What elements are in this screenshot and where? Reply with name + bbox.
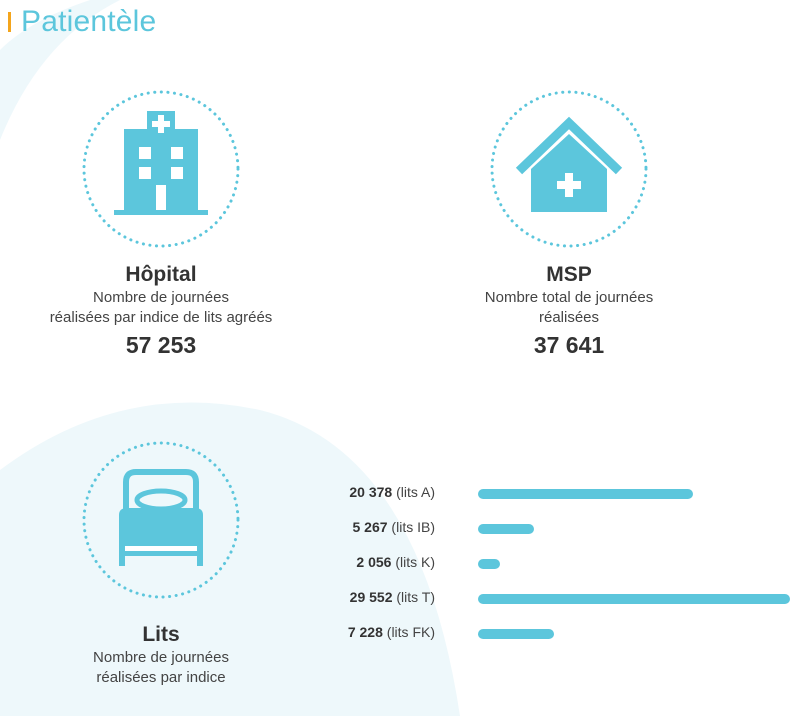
bar-value-label: 2 056 (lits K) (255, 554, 435, 570)
bar (478, 489, 694, 499)
bar-row: 2 056 (lits K) (290, 548, 790, 583)
bar-track (478, 524, 790, 534)
page-title: Patientèle (21, 5, 157, 38)
beds-desc-line1: Nombre de journées (93, 649, 229, 666)
hospital-info: Hôpital Nombre de journées réalisées par… (21, 262, 301, 360)
bar-category: (lits K) (391, 554, 435, 570)
bar-row: 29 552 (lits T) (290, 583, 790, 618)
hospital-badge (81, 89, 241, 249)
msp-desc-line2: réalisées (538, 309, 600, 326)
msp-badge (489, 89, 649, 249)
beds-title: Lits (142, 623, 180, 646)
hospital-value: 57 253 (125, 332, 197, 358)
msp-value: 37 641 (533, 332, 605, 358)
header-accent-bar (8, 12, 11, 32)
msp-title: MSP (546, 263, 592, 286)
msp-desc-line1: Nombre total de journées (484, 289, 654, 306)
bar (478, 524, 534, 534)
house-medical-icon (490, 90, 648, 248)
bar-value: 5 267 (352, 519, 388, 535)
bar-row: 5 267 (lits IB) (290, 513, 790, 548)
bar-track (478, 594, 790, 604)
bar (478, 629, 555, 639)
bar-value: 2 056 (356, 554, 392, 570)
bar-value-label: 20 378 (lits A) (255, 484, 435, 500)
beds-info: Lits Nombre de journées réalisées par in… (21, 622, 301, 688)
bar-value: 20 378 (349, 484, 393, 500)
bar-track (478, 489, 790, 499)
beds-bar-chart: 20 378 (lits A) 5 267 (lits IB) 2 056 (lit… (290, 478, 790, 658)
bar-track (478, 629, 790, 639)
hospital-icon (82, 90, 240, 248)
bar-value-label: 29 552 (lits T) (255, 589, 435, 605)
hospital-title: Hôpital (125, 263, 197, 286)
bar-value-label: 7 228 (lits FK) (255, 624, 435, 640)
msp-info: MSP Nombre total de journées réalisées 3… (429, 262, 709, 360)
bed-icon (82, 441, 240, 599)
beds-desc-line2: réalisées par indice (96, 669, 226, 686)
hospital-desc-line1: Nombre de journées (93, 289, 229, 306)
beds-badge (81, 440, 241, 600)
bar-value: 7 228 (347, 624, 383, 640)
hospital-desc-line2: réalisées par indice de lits agréés (49, 309, 273, 326)
bar-value: 29 552 (349, 589, 393, 605)
bar-row: 20 378 (lits A) (290, 478, 790, 513)
bar-value-label: 5 267 (lits IB) (255, 519, 436, 535)
bar-category: (lits A) (392, 484, 435, 500)
bar-category: (lits FK) (382, 624, 435, 640)
bar-category: (lits IB) (387, 519, 435, 535)
page-header: Patientèle (8, 2, 156, 42)
bar (478, 559, 500, 569)
bar (478, 594, 790, 604)
bar-track (478, 559, 790, 569)
bar-category: (lits T) (392, 589, 435, 605)
bar-row: 7 228 (lits FK) (290, 618, 790, 653)
